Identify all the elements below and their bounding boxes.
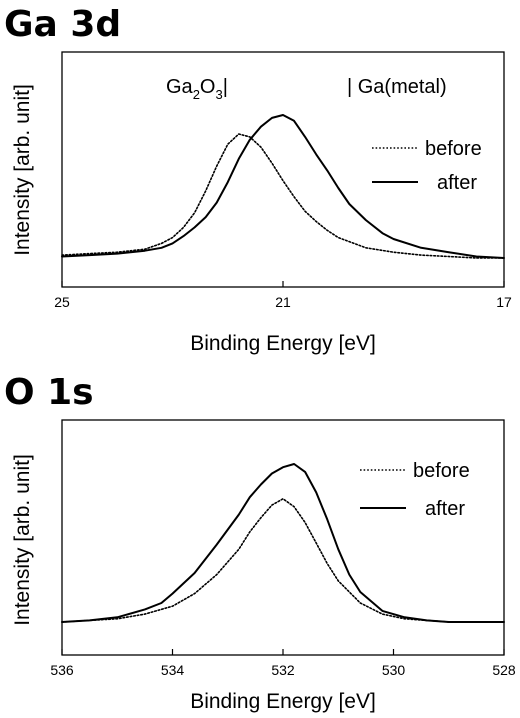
series-before-line	[61, 497, 505, 623]
x-tick-label: 25	[54, 294, 70, 310]
x-tick-label: 532	[271, 662, 295, 678]
x-ticks: 536 534 532 530 528	[50, 649, 516, 678]
y-axis-label: Intensity [arb. unit]	[11, 454, 34, 626]
ga-metal-label: | Ga(metal)	[347, 76, 447, 98]
panel-title: Ga 3d	[4, 4, 121, 45]
panel-ga3d: Ga 3d 25 21 17 Binding Energy [eV] Intensi…	[4, 4, 512, 355]
x-tick-label: 21	[275, 294, 291, 310]
legend-label-before: before	[425, 138, 482, 160]
panel-o1s: O 1s 536 534 532 530 528 Binding Energy [eV]…	[4, 372, 516, 713]
plot-frame	[61, 419, 505, 656]
panel-title: O 1s	[4, 372, 94, 413]
legend: before after	[372, 138, 482, 194]
x-tick-label: 17	[496, 294, 512, 310]
x-tick-label: 534	[161, 662, 185, 678]
series-after-line	[61, 463, 505, 623]
series-group	[61, 463, 505, 623]
legend: before after	[360, 460, 470, 520]
x-axis-label: Binding Energy [eV]	[190, 332, 376, 355]
ga2o3-label: Ga2O3|	[166, 76, 228, 102]
legend-label-before: before	[413, 460, 470, 482]
legend-label-after: after	[425, 498, 465, 520]
y-axis-label: Intensity [arb. unit]	[11, 84, 34, 256]
series-after-line	[61, 114, 505, 259]
series-group	[61, 114, 505, 259]
x-ticks: 25 21 17	[54, 281, 512, 310]
series-before-line	[61, 133, 505, 259]
x-tick-label: 536	[50, 662, 74, 678]
x-tick-label: 528	[492, 662, 516, 678]
x-tick-label: 530	[382, 662, 406, 678]
legend-label-after: after	[437, 172, 477, 194]
x-axis-label: Binding Energy [eV]	[190, 690, 376, 713]
